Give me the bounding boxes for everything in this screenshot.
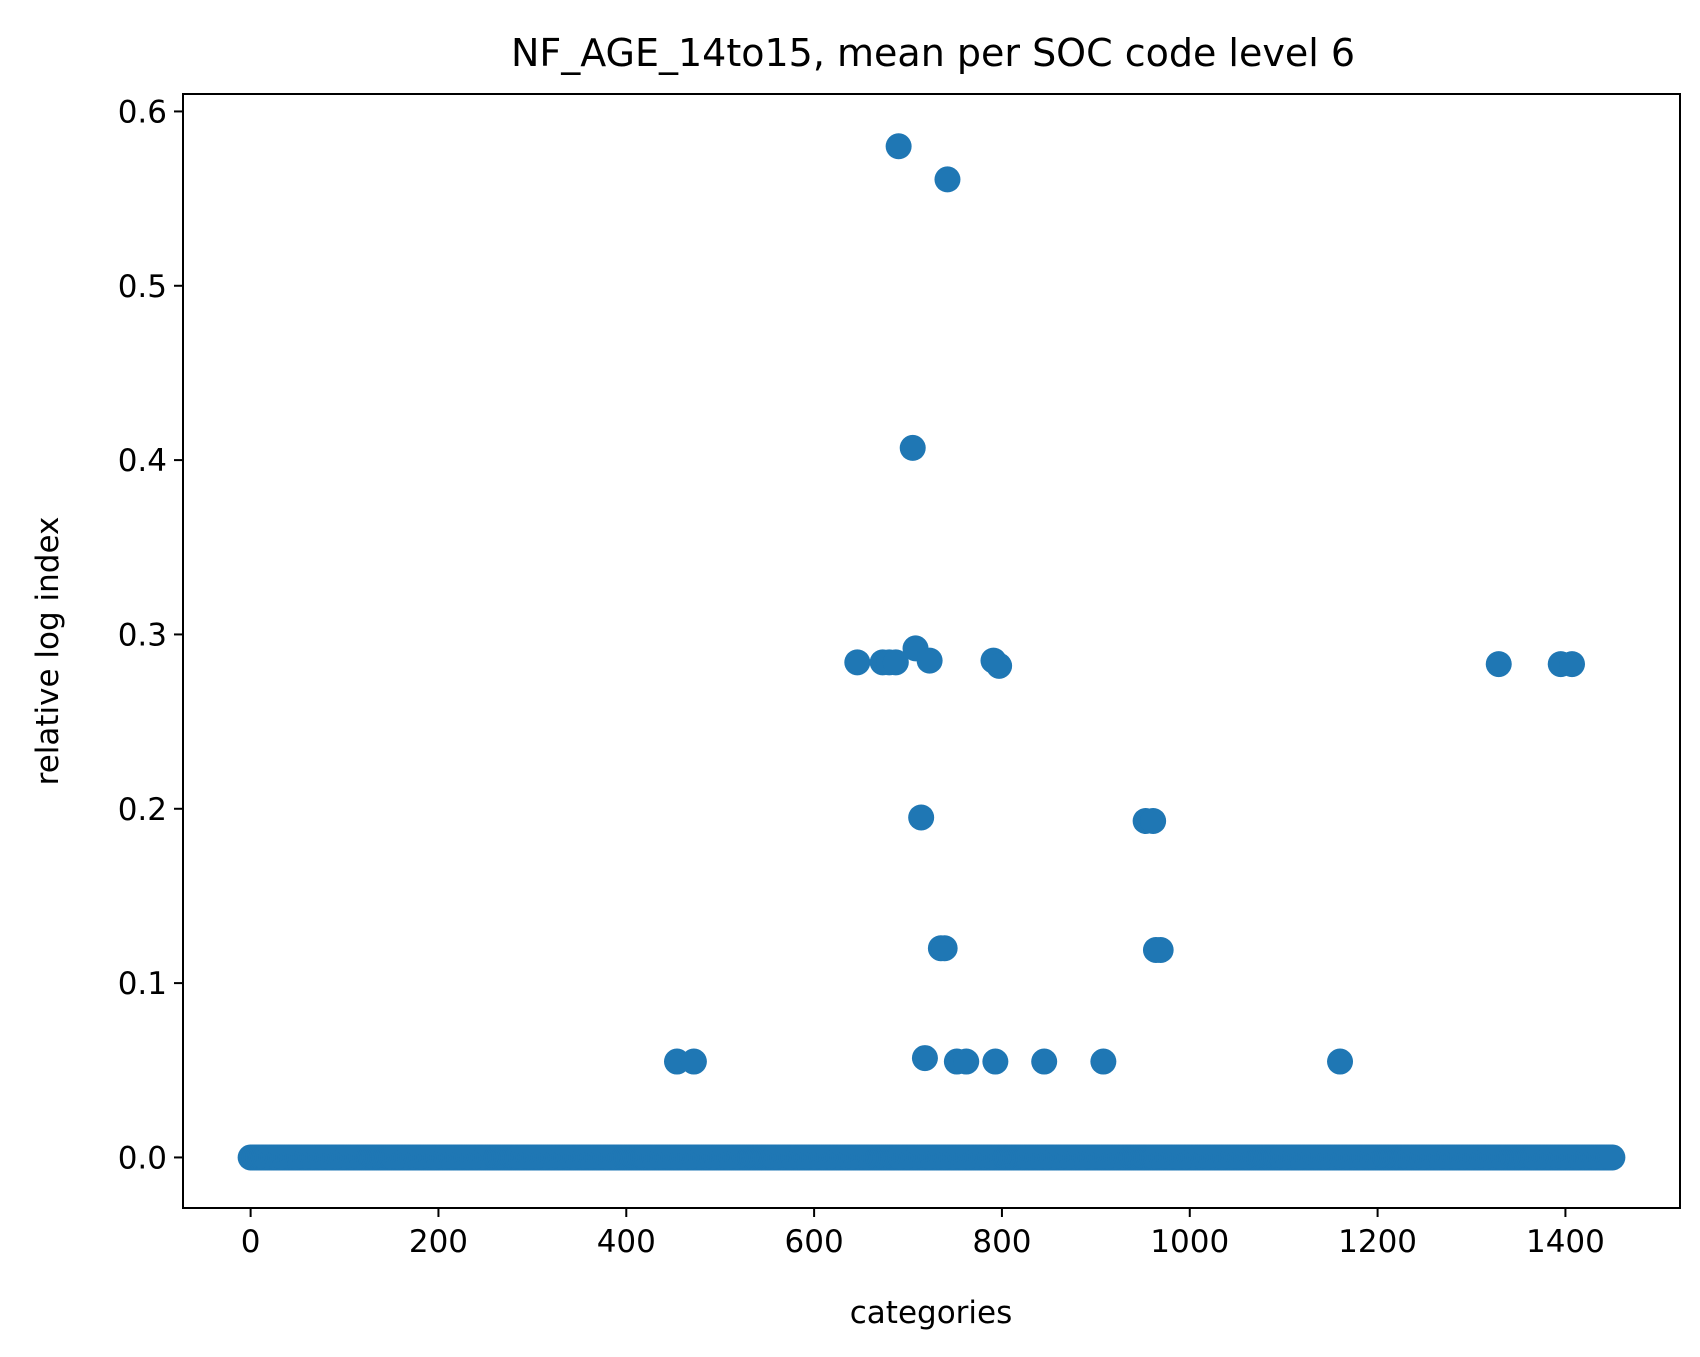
x-tick-label-3: 600 <box>785 1224 844 1260</box>
data-point-3 <box>844 649 871 676</box>
data-point-22 <box>680 1048 707 1075</box>
x-tick-label-4: 800 <box>972 1224 1031 1260</box>
data-point-8 <box>916 647 943 674</box>
x-tick-label-5: 1000 <box>1150 1224 1229 1260</box>
plot-frame <box>182 93 1681 1209</box>
data-point-25 <box>953 1048 980 1075</box>
x-tick-label-0: 0 <box>241 1224 261 1260</box>
data-point-18 <box>931 935 958 962</box>
points-layer <box>237 133 1626 1171</box>
data-point-27 <box>1031 1048 1058 1075</box>
y-tick-label-2: 0.2 <box>118 792 167 828</box>
y-tick-label-6: 0.6 <box>118 94 167 130</box>
chart-title: NF_AGE_14to15, mean per SOC code level 6 <box>511 31 1355 75</box>
data-point-29 <box>1327 1048 1354 1075</box>
data-point-6 <box>882 649 909 676</box>
data-point-0 <box>885 133 912 160</box>
y-axis-ticks: 0.0 0.1 0.2 0.3 0.4 0.5 0.6 <box>118 94 183 1176</box>
x-tick-label-7: 1400 <box>1526 1224 1605 1260</box>
data-point-14 <box>908 804 935 831</box>
data-point-11 <box>1485 651 1512 678</box>
data-point-28 <box>1090 1048 1117 1075</box>
data-point-26 <box>982 1048 1009 1075</box>
data-point-10 <box>986 652 1013 679</box>
data-point-23 <box>911 1045 938 1072</box>
baseline-point-725 <box>1599 1144 1626 1171</box>
x-axis-label: categories <box>850 1295 1013 1331</box>
data-point-13 <box>1559 651 1585 678</box>
data-point-2 <box>899 434 926 461</box>
data-point-1 <box>934 166 961 193</box>
y-tick-label-1: 0.1 <box>118 966 167 1002</box>
y-tick-label-5: 0.5 <box>118 269 167 305</box>
y-tick-label-3: 0.3 <box>118 617 167 653</box>
data-point-16 <box>1140 807 1167 834</box>
y-tick-label-4: 0.4 <box>118 443 167 479</box>
data-point-20 <box>1147 936 1174 963</box>
y-axis-label: relative log index <box>30 517 66 786</box>
x-axis-ticks: 0 200 400 600 800 1000 1200 1400 <box>241 1208 1605 1260</box>
x-tick-label-6: 1200 <box>1338 1224 1417 1260</box>
y-tick-label-0: 0.0 <box>118 1140 167 1176</box>
x-tick-label-2: 400 <box>597 1224 656 1260</box>
x-tick-label-1: 200 <box>409 1224 468 1260</box>
